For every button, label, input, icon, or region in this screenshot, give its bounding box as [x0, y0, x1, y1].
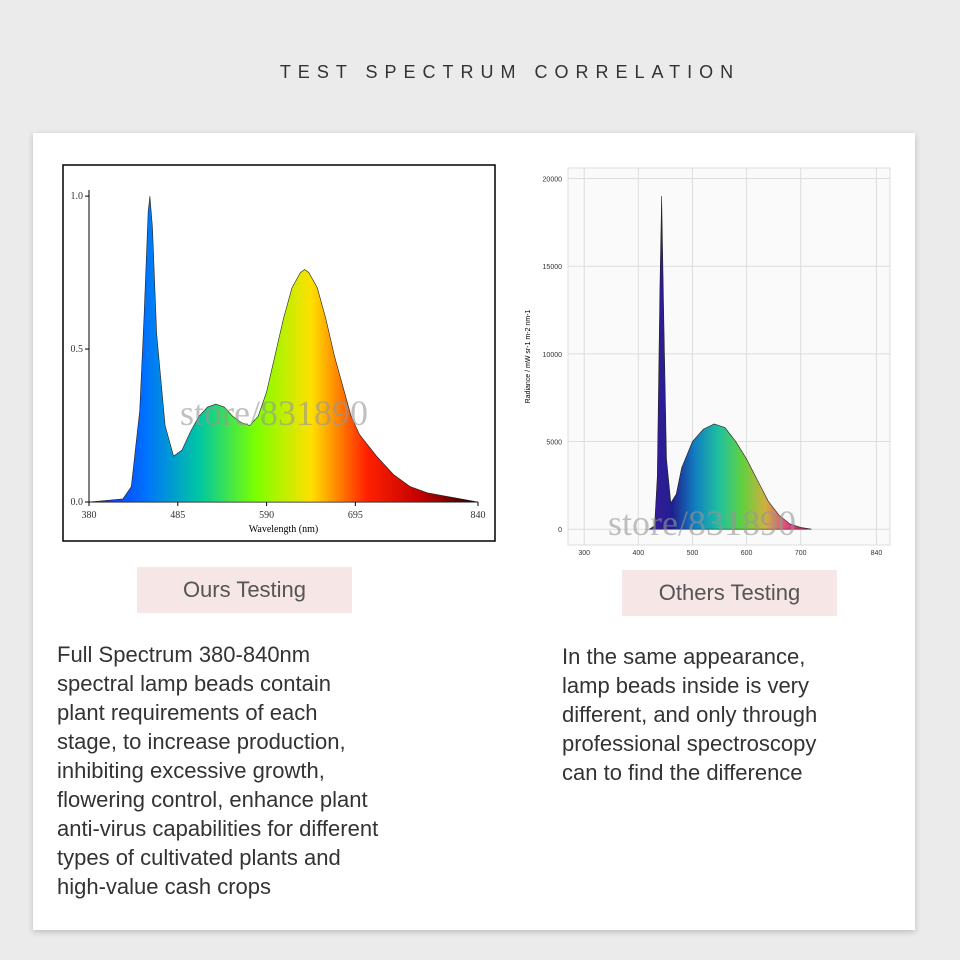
- text-line: flowering control, enhance plant: [57, 787, 368, 812]
- text-line: In the same appearance,: [562, 644, 806, 669]
- x-tick-label: 380: [82, 510, 97, 521]
- y-tick-label: 20000: [543, 177, 563, 184]
- panel-label: Others Testing: [622, 570, 837, 616]
- text-line: high-value cash crops: [57, 874, 272, 899]
- text-line: types of cultivated plants and: [57, 845, 341, 870]
- text-line: different, and only through: [562, 702, 818, 727]
- x-tick-label: 700: [795, 550, 807, 557]
- y-tick-label: 0: [558, 527, 562, 534]
- x-axis-label: Wavelength (nm): [249, 524, 318, 535]
- x-tick-label: 400: [633, 550, 645, 557]
- y-axis-label: Radiance / mW sr-1 m-2 nm-1: [525, 310, 532, 404]
- text-line: can to find the difference: [562, 760, 803, 785]
- x-tick-label: 300: [578, 550, 590, 557]
- text-line: lamp beads inside is very: [562, 673, 810, 698]
- page-title: TEST SPECTRUM CORRELATION: [279, 62, 741, 82]
- y-tick-label: 0.5: [71, 344, 84, 355]
- panel-text: Full Spectrum 380-840nm spectral lamp bea…: [57, 640, 378, 901]
- text-line: inhibiting excessive growth,: [57, 758, 325, 783]
- watermark: store/831890: [180, 393, 368, 433]
- spectrum-area: [648, 196, 812, 530]
- text-line: anti-virus capabilities for different: [57, 816, 379, 841]
- x-tick-label: 600: [741, 550, 753, 557]
- text-line: spectral lamp beads contain: [57, 671, 331, 696]
- watermark: store/831890: [608, 503, 796, 543]
- x-tick-label: 485: [170, 510, 185, 521]
- x-tick-label: 840: [471, 510, 486, 521]
- y-tick-label: 10000: [543, 352, 563, 359]
- spectrum-area: [88, 196, 479, 503]
- text-line: professional spectroscopy: [562, 731, 817, 756]
- text-line: Full Spectrum 380-840nm: [57, 642, 311, 667]
- x-tick-label: 840: [871, 550, 883, 557]
- y-tick-label: 0.0: [71, 497, 84, 508]
- panel-text: In the same appearance, lamp beads inside…: [562, 642, 817, 787]
- x-tick-label: 500: [687, 550, 699, 557]
- text-line: plant requirements of each: [57, 700, 318, 725]
- y-tick-label: 1.0: [71, 191, 84, 202]
- x-tick-label: 695: [348, 510, 363, 521]
- text-line: stage, to increase production,: [57, 729, 346, 754]
- y-tick-label: 15000: [543, 264, 563, 271]
- x-tick-label: 590: [259, 510, 274, 521]
- panel-label: Ours Testing: [137, 567, 352, 613]
- y-tick-label: 5000: [546, 440, 562, 447]
